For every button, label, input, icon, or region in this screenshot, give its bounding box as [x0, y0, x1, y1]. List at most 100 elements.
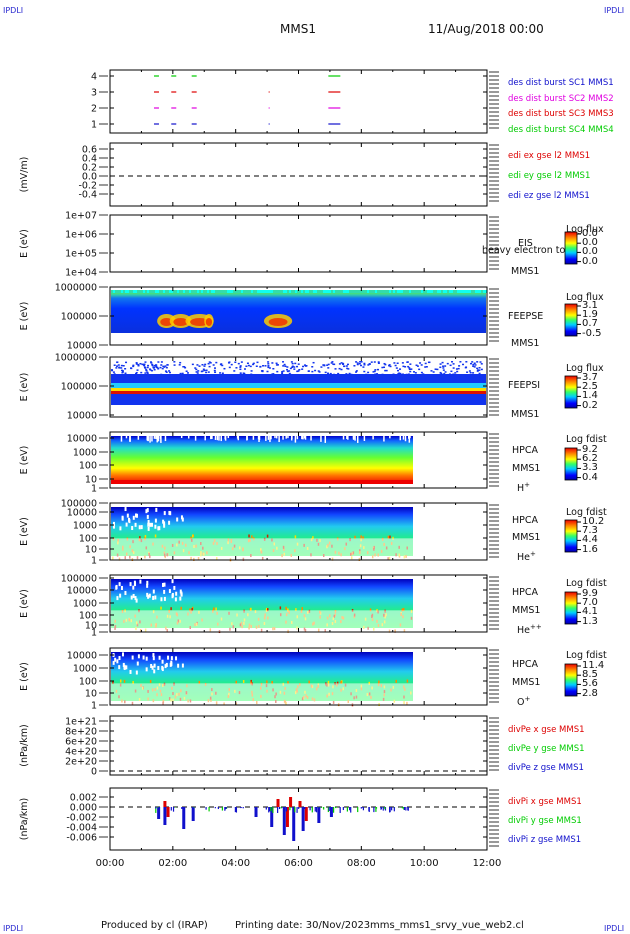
- hpca-gap: [310, 436, 312, 441]
- feepse-top-pixel: [115, 290, 117, 293]
- feepsi-speckle: [356, 376, 359, 379]
- feepsi-speckle: [324, 371, 327, 374]
- feepse-top-pixel: [121, 290, 123, 293]
- feepsi-speckle: [407, 374, 410, 376]
- feepse-top-pixel: [409, 290, 411, 293]
- feepsi-speckle: [230, 363, 233, 366]
- hpca-gap: [161, 659, 164, 664]
- y-tick-label: 4: [91, 72, 97, 83]
- feepse-top-pixel: [197, 290, 199, 293]
- feepsi-speckle: [246, 362, 249, 365]
- divpi-noise: [382, 807, 384, 811]
- feepsi-speckle: [149, 361, 152, 363]
- feepsi-speckle: [142, 375, 145, 377]
- feepsi-speckle: [345, 373, 348, 375]
- feepsi-speckle: [227, 375, 230, 378]
- divpi-noise: [389, 807, 391, 813]
- divpi-noise: [221, 807, 224, 811]
- feepse-enhancement: [205, 318, 213, 326]
- feepse-top-pixel: [371, 290, 373, 293]
- hpca-gap: [303, 436, 306, 439]
- feepse-top-pixel: [301, 290, 303, 293]
- feepsi-speckle: [266, 370, 269, 373]
- hpca-speckle: [149, 679, 152, 683]
- hpca-gap: [118, 665, 121, 670]
- instrument-label-8: HPCA: [512, 587, 539, 598]
- legend-burst-3: des dist burst SC3 MMS3: [508, 109, 614, 119]
- divpi-noise: [315, 807, 318, 813]
- hpca-gap: [170, 662, 173, 667]
- panel-7: [99, 502, 499, 562]
- hpca-gap: [135, 513, 138, 518]
- hpca-gap: [131, 655, 134, 660]
- feepsi-speckle: [298, 368, 301, 371]
- feepsi-speckle: [213, 369, 216, 372]
- hpca-gap: [119, 526, 122, 531]
- feepse-top-pixel: [241, 290, 243, 293]
- feepsi-speckle: [117, 364, 120, 366]
- feepsi-speckle: [271, 362, 274, 364]
- hpca-gap: [352, 436, 355, 440]
- feepse-top-pixel: [375, 290, 377, 293]
- corner-label-top-right: IPDLI: [604, 6, 625, 15]
- hpca-gap: [180, 436, 183, 439]
- feepsi-speckle: [149, 377, 152, 380]
- feepsi-speckle: [243, 368, 246, 370]
- feepsi-speckle: [371, 374, 374, 377]
- feepsi-speckle: [442, 365, 445, 367]
- feepsi-speckle: [479, 361, 482, 363]
- y-axis-label: (nPa/km): [19, 798, 30, 841]
- hpca-gap: [129, 669, 132, 674]
- feepsi-speckle: [152, 366, 155, 368]
- hpca-gap: [402, 436, 405, 440]
- y-tick-label: 1000000: [55, 283, 97, 294]
- feepsi-speckle: [372, 371, 375, 373]
- feepsi-speckle: [282, 361, 285, 363]
- divpi-noise: [225, 807, 227, 809]
- panel-frame: [109, 787, 488, 851]
- feepsi-speckle: [296, 370, 299, 373]
- legend-burst-1: des dist burst SC1 MMS1: [508, 78, 614, 88]
- feepsi-speckle: [384, 377, 387, 380]
- feepsi-speckle: [293, 368, 296, 370]
- feepse-top-pixel: [225, 290, 227, 293]
- feepse-top-pixel: [195, 290, 197, 293]
- y-tick-label: 2: [91, 104, 97, 115]
- feepse-top-pixel: [455, 290, 457, 293]
- hpca-gap: [163, 589, 166, 594]
- divpi-noise: [294, 807, 296, 813]
- feepse-top-pixel: [363, 290, 365, 293]
- feepsi-speckle: [342, 363, 345, 366]
- feepse-top-pixel: [399, 290, 401, 293]
- feepse-top-pixel: [131, 290, 133, 293]
- hpca-gap: [160, 597, 163, 602]
- feepsi-speckle: [267, 363, 270, 365]
- feepsi-speckle: [311, 370, 314, 373]
- feepsi-speckle: [228, 366, 231, 369]
- hpca-speckle: [389, 535, 391, 539]
- hpca-speckle: [192, 534, 194, 538]
- feepsi-speckle: [330, 374, 333, 377]
- divpi-noise: [362, 807, 364, 811]
- feepse-top-pixel: [163, 290, 165, 293]
- hpca-gap: [404, 436, 407, 442]
- divpi-noise: [214, 807, 216, 809]
- divpi-noise: [217, 807, 219, 810]
- hpca-gap: [175, 591, 178, 596]
- eis-extra-label: heavy electron to: [482, 245, 566, 256]
- hpca-gap: [175, 656, 178, 661]
- feepsi-speckle: [418, 368, 421, 371]
- feepse-top-pixel: [307, 290, 309, 293]
- hpca-gap: [285, 436, 287, 439]
- feepsi-speckle: [409, 370, 412, 373]
- feepse-enhancement: [160, 318, 173, 326]
- colorbar-title-9: Log fdist: [566, 650, 607, 661]
- feepsi-band: [111, 383, 486, 388]
- feepsi-speckle: [153, 368, 156, 371]
- legend-divpi-2: divPi y gse MMS1: [508, 816, 582, 826]
- feepsi-speckle: [464, 366, 467, 369]
- feepsi-speckle: [117, 375, 120, 377]
- hpca-gap: [124, 591, 127, 596]
- feepsi-speckle: [239, 372, 242, 374]
- feepse-top-pixel: [297, 290, 299, 293]
